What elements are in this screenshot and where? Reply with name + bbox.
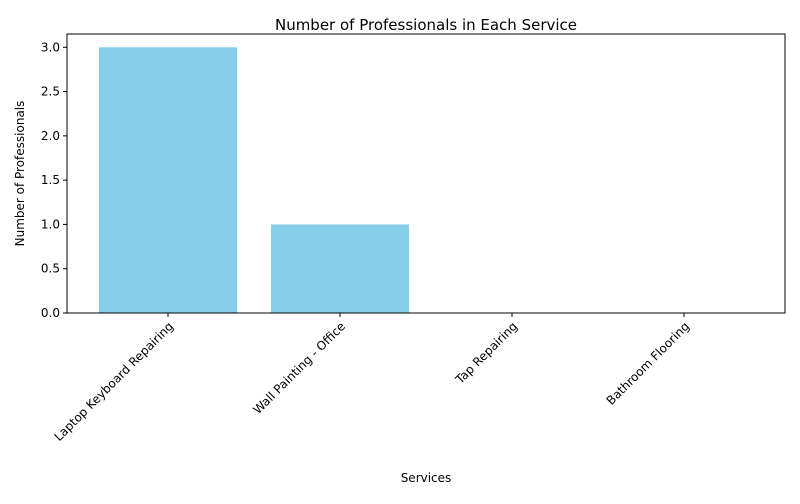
bar-1 (271, 224, 409, 313)
y-tick-label-5: 2.5 (41, 85, 60, 99)
x-axis-label: Services (401, 471, 452, 485)
x-tick-label-3: Bathroom Flooring (604, 319, 693, 408)
plot-frame (66, 33, 786, 314)
bar-0 (99, 47, 237, 314)
bars-group (99, 47, 409, 314)
y-tick-label-6: 3.0 (41, 40, 60, 54)
y-tick-label-3: 1.5 (41, 173, 60, 187)
y-tick-label-0: 0.0 (41, 306, 60, 320)
chart-title: Number of Professionals in Each Service (275, 16, 577, 34)
x-tick-label-1: Wall Painting - Office (250, 319, 348, 417)
x-tick-label-0: Laptop Keyboard Repairing (51, 319, 176, 444)
y-axis: 0.0 0.5 1.0 1.5 2.0 2.5 3.0 (41, 40, 67, 320)
y-tick-label-4: 2.0 (41, 129, 60, 143)
y-tick-label-2: 1.0 (41, 217, 60, 231)
x-axis: Laptop Keyboard Repairing Wall Painting -… (51, 313, 692, 444)
y-tick-label-1: 0.5 (41, 262, 60, 276)
x-tick-label-2: Tap Repairing (452, 319, 520, 387)
y-axis-label: Number of Professionals (13, 101, 27, 247)
